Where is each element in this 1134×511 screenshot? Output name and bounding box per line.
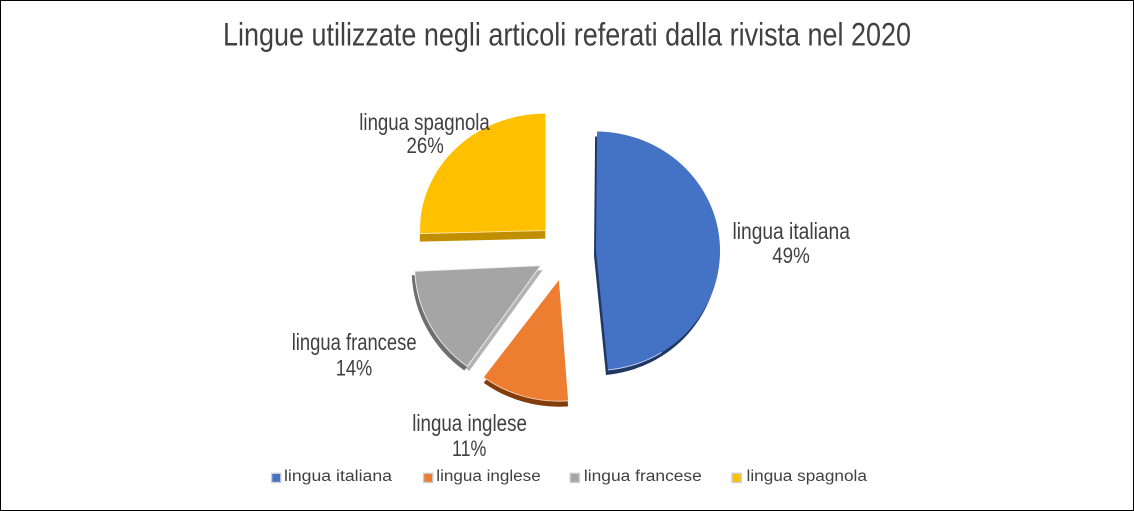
svg-text:lingua francese: lingua francese — [292, 329, 417, 355]
svg-text:lingua inglese: lingua inglese — [436, 468, 540, 485]
svg-text:lingua spagnola: lingua spagnola — [747, 468, 868, 485]
svg-text:lingua francese: lingua francese — [584, 468, 702, 485]
svg-text:lingua spagnola: lingua spagnola — [359, 109, 490, 135]
svg-text:11%: 11% — [452, 436, 486, 461]
svg-text:lingua italiana: lingua italiana — [733, 218, 851, 244]
svg-text:49%: 49% — [772, 243, 810, 268]
svg-text:lingua inglese: lingua inglese — [412, 410, 527, 436]
svg-text:lingua italiana: lingua italiana — [284, 468, 392, 485]
svg-text:14%: 14% — [336, 355, 373, 380]
svg-text:Lingue utilizzate negli artico: Lingue utilizzate negli articoli referat… — [223, 16, 911, 52]
svg-text:26%: 26% — [407, 133, 444, 158]
